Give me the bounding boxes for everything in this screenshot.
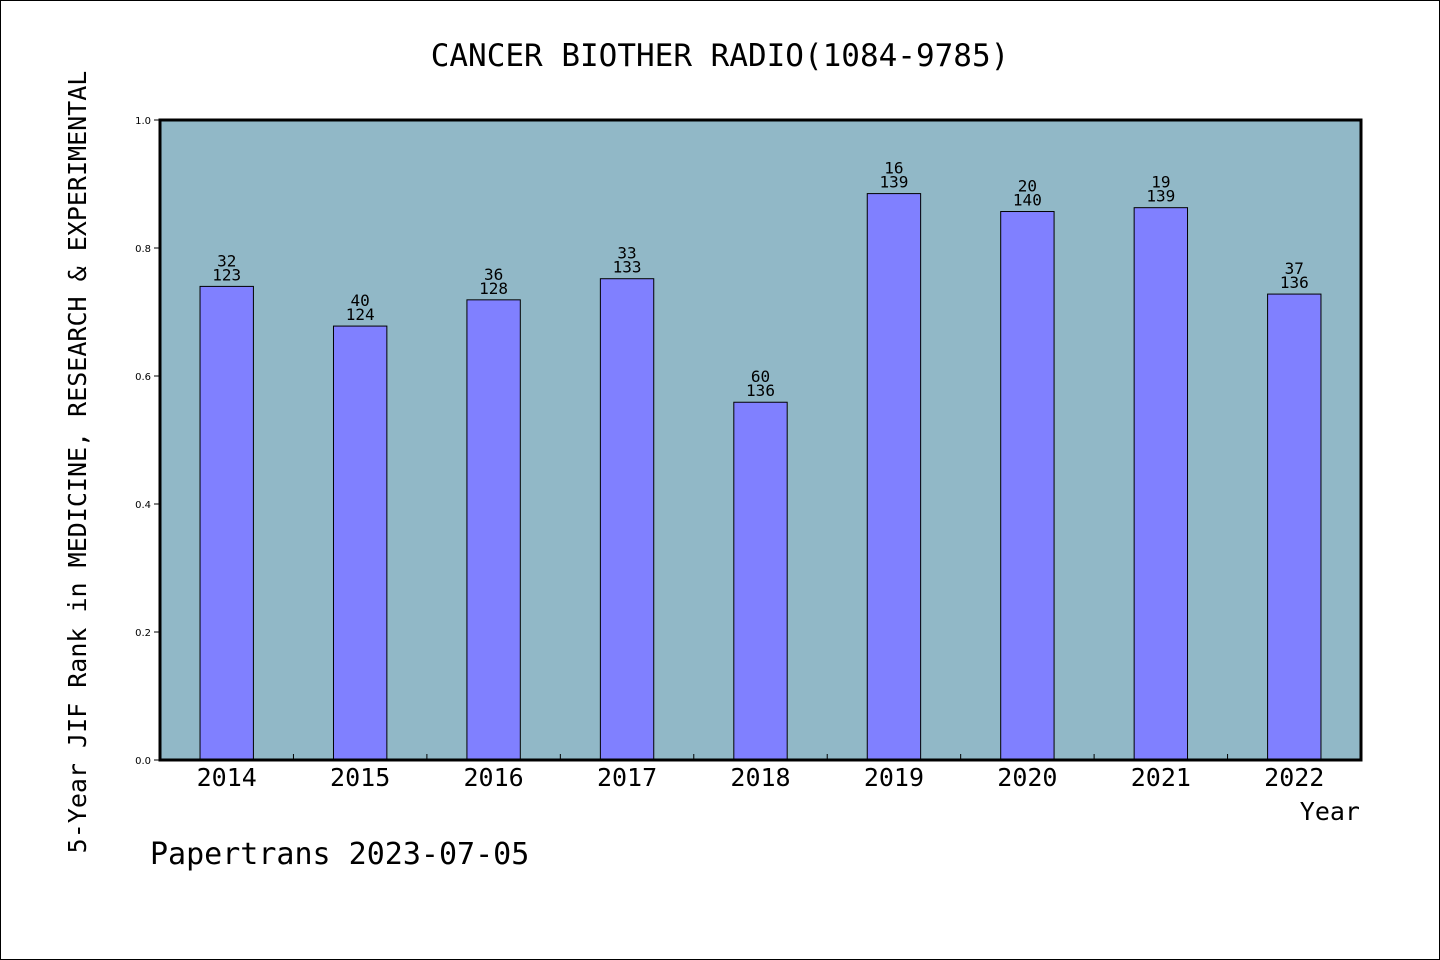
data-label-rank-2019: 16 (884, 159, 903, 178)
x-tick-label-2022: 2022 (1264, 763, 1324, 792)
x-tick-label-2018: 2018 (730, 763, 790, 792)
bar-2017 (599, 278, 655, 761)
y-axis-label: 5-Year JIF Rank in MEDICINE, RESEARCH & … (63, 71, 92, 854)
data-label-total-2022: 136 (1280, 273, 1309, 292)
x-axis: 2014 2015 2016 2017 2018 2019 2020 2021 2022 (197, 754, 1324, 792)
data-label-rank-2018: 60 (751, 367, 770, 386)
bar-2015 (332, 325, 388, 761)
data-label-total-2017: 133 (613, 258, 642, 277)
data-label-rank-2022: 37 (1285, 259, 1304, 278)
data-label-total-2019: 139 (879, 173, 908, 192)
data-label-rank-2016: 36 (484, 265, 503, 284)
data-label-total-2020: 140 (1013, 191, 1042, 210)
data-label-rank-2015: 40 (351, 291, 370, 310)
chart-title: CANCER BIOTHER RADIO(1084-9785) (431, 38, 1010, 74)
y-tick-label-0.2: 0.2 (135, 628, 151, 639)
data-label-total-2021: 139 (1146, 187, 1175, 206)
data-label-rank-2014: 32 (217, 251, 236, 270)
bar-2014 (199, 285, 254, 761)
x-tick-label-2014: 2014 (197, 763, 257, 792)
x-axis-label: Year (1300, 797, 1360, 826)
x-tick-label-2021: 2021 (1131, 763, 1191, 792)
x-tick-label-2020: 2020 (997, 763, 1057, 792)
data-label-total-2018: 136 (746, 381, 775, 400)
data-label-total-2016: 128 (479, 279, 508, 298)
y-tick-label-0.0: 0.0 (135, 756, 151, 767)
bar-2019 (866, 193, 922, 761)
data-label-total-2015: 124 (346, 305, 375, 324)
data-label-total-2014: 123 (212, 265, 241, 284)
bars-group (199, 193, 1322, 761)
x-tick-label-2017: 2017 (597, 763, 657, 792)
x-tick-label-2016: 2016 (464, 763, 524, 792)
bar-2018 (733, 401, 788, 761)
y-tick-label-0.4: 0.4 (135, 500, 151, 511)
bar-2016 (466, 299, 521, 761)
plot-border (158, 118, 1363, 762)
bar-2020 (1000, 211, 1055, 761)
y-tick-label-1.0: 1.0 (135, 116, 151, 127)
data-label-rank-2021: 19 (1151, 173, 1170, 192)
y-tick-label-0.6: 0.6 (135, 372, 151, 383)
bar-2021 (1133, 207, 1189, 761)
y-tick-label-0.8: 0.8 (135, 244, 151, 255)
data-label-rank-2020: 20 (1018, 177, 1037, 196)
bar-2022 (1267, 293, 1322, 761)
x-tick-label-2019: 2019 (864, 763, 924, 792)
y-axis: 0.0 0.2 0.4 0.6 0.8 1.0 (135, 116, 160, 767)
footer-credit: Papertrans 2023-07-05 (150, 837, 529, 872)
x-tick-label-2015: 2015 (330, 763, 390, 792)
data-label-rank-2017: 33 (617, 244, 636, 263)
